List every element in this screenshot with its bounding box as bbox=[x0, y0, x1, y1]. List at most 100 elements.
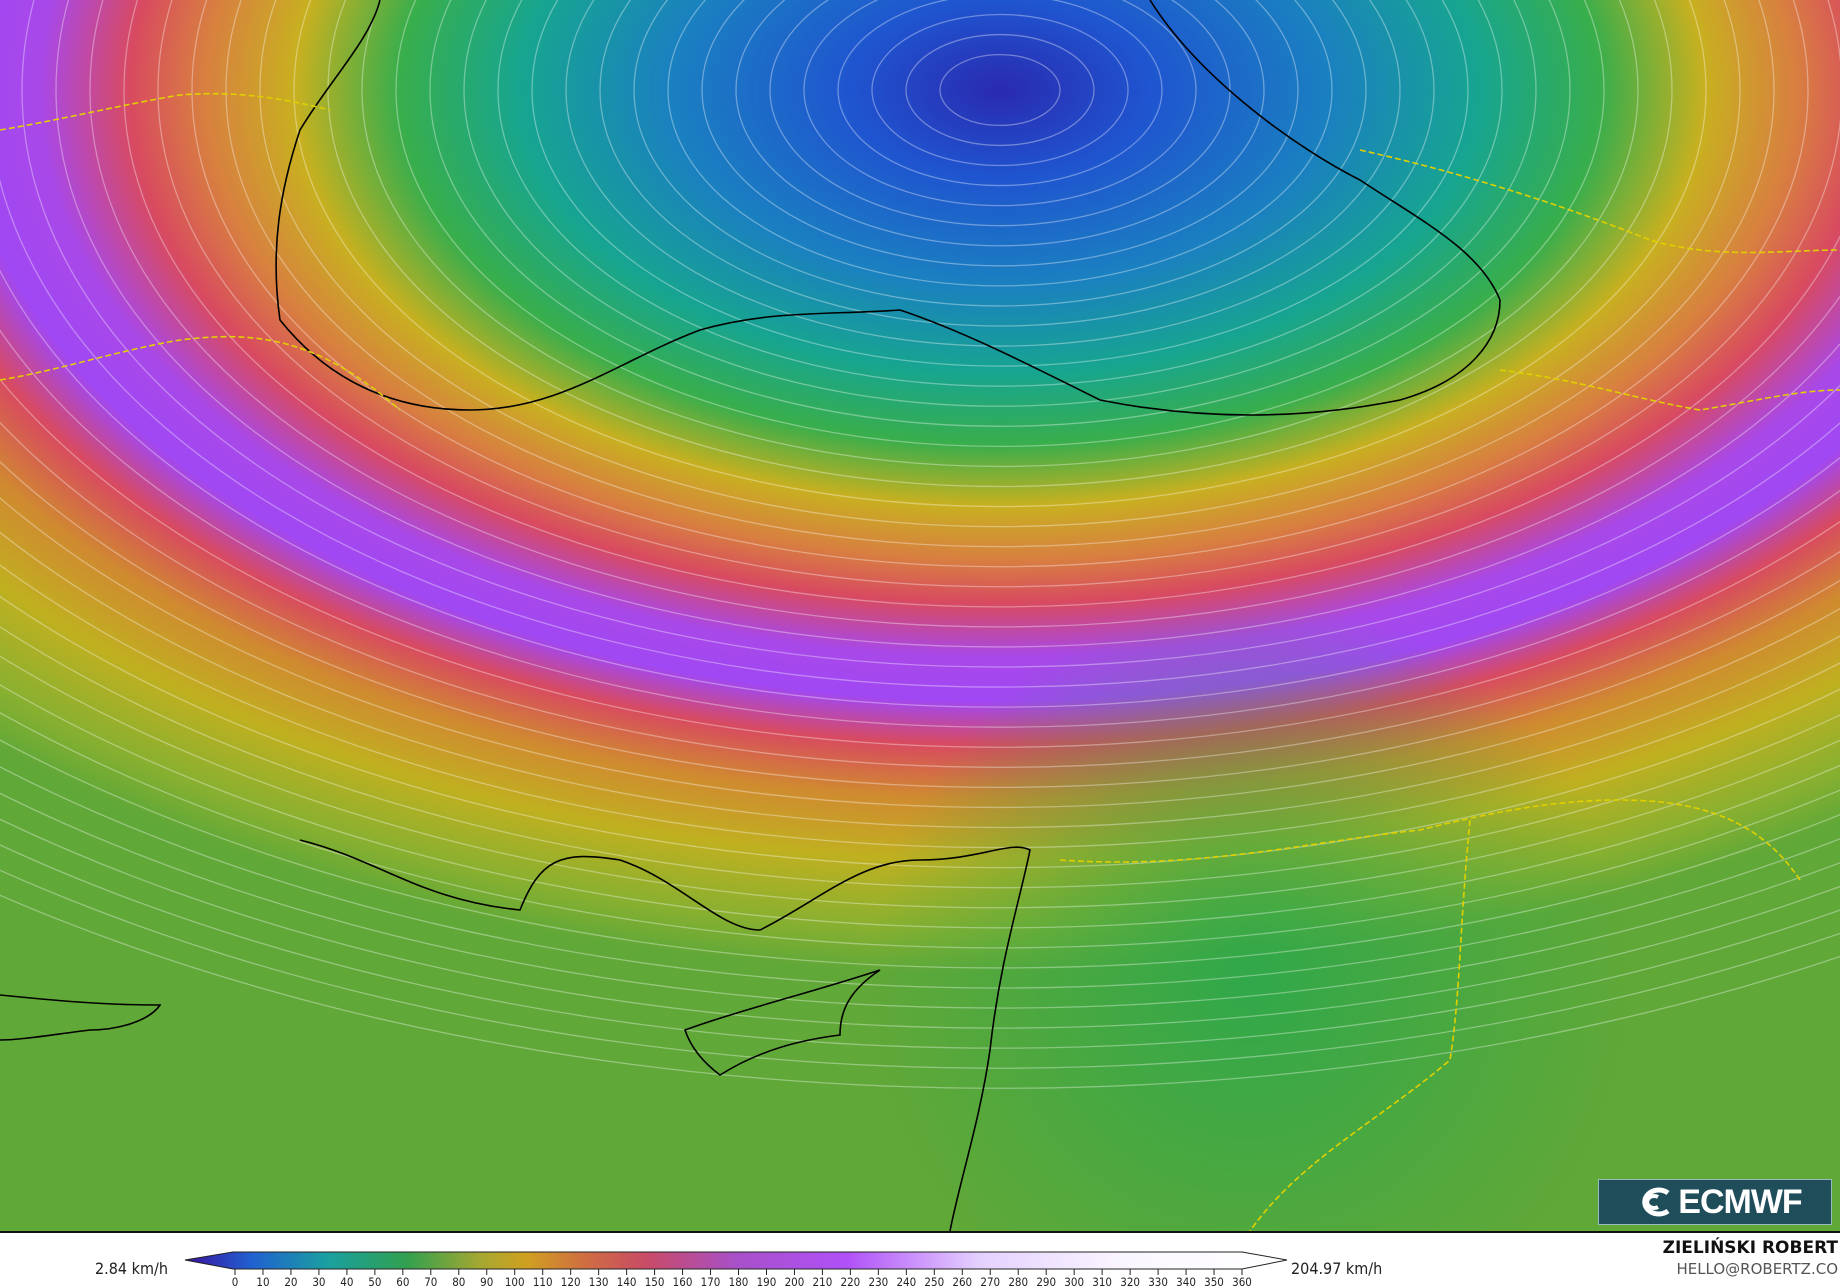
streamline bbox=[0, 0, 1840, 1008]
colorbar-tick-label: 350 bbox=[1204, 1275, 1224, 1288]
streamline bbox=[871, 13, 1129, 167]
colorbar-tick-label: 270 bbox=[980, 1275, 1000, 1288]
colorbar-tick-label: 70 bbox=[424, 1275, 437, 1288]
streamline bbox=[905, 33, 1095, 147]
streamline bbox=[0, 0, 1840, 1028]
colorbar-tick-label: 50 bbox=[368, 1275, 381, 1288]
colorbar-tick-label: 80 bbox=[452, 1275, 465, 1288]
streamline bbox=[701, 0, 1299, 267]
border-line bbox=[1499, 369, 1840, 411]
streamline bbox=[0, 0, 1840, 1088]
streamline bbox=[0, 0, 1840, 828]
streamline bbox=[497, 0, 1503, 387]
streamline bbox=[21, 0, 1840, 668]
colorbar-tick-label: 10 bbox=[256, 1275, 269, 1288]
colorbar-tick-label: 300 bbox=[1064, 1275, 1084, 1288]
colorbar-ticks: 0 10 20 30 40 50 60 70 80 90 100 110 120 130 140 150 160… bbox=[232, 1269, 1252, 1288]
streamline bbox=[0, 0, 1840, 727]
logo-text: ECMWF bbox=[1678, 1182, 1802, 1221]
turkey-south-coast bbox=[299, 839, 1031, 1231]
streamline bbox=[0, 0, 1840, 767]
streamline bbox=[0, 0, 1840, 928]
border-line bbox=[0, 92, 331, 131]
streamline bbox=[565, 0, 1435, 347]
streamline bbox=[395, 0, 1605, 447]
colorbar-tick-label: 210 bbox=[813, 1275, 833, 1288]
streamline bbox=[327, 0, 1673, 488]
author-name: ZIELIŃSKI ROBERT bbox=[1662, 1238, 1838, 1258]
colorbar-min-label: 2.84 km/h bbox=[95, 1259, 168, 1278]
wind-field-southeast bbox=[0, 0, 1840, 1231]
colorbar-tick-label: 250 bbox=[924, 1275, 944, 1288]
streamline bbox=[463, 0, 1537, 407]
colorbar-tick-label: 320 bbox=[1120, 1275, 1140, 1288]
black-sea-coast bbox=[275, 0, 1501, 416]
streamline bbox=[0, 0, 1840, 948]
colorbar-tick-label: 290 bbox=[1036, 1275, 1056, 1288]
colorbar-tick-label: 260 bbox=[952, 1275, 972, 1288]
streamline bbox=[803, 0, 1197, 207]
colorbar-tick-label: 170 bbox=[701, 1275, 721, 1288]
streamline bbox=[0, 0, 1840, 908]
colorbar-tick-label: 140 bbox=[617, 1275, 637, 1288]
streamline bbox=[667, 0, 1333, 287]
colorbar-tick-label: 200 bbox=[785, 1275, 805, 1288]
ecmwf-logo-icon bbox=[1642, 1187, 1670, 1217]
colorbar-tick-label: 0 bbox=[232, 1275, 239, 1288]
streamline bbox=[0, 0, 1840, 807]
colorbar-max-label: 204.97 km/h bbox=[1291, 1259, 1383, 1278]
streamline bbox=[89, 0, 1840, 628]
colorbar-tick-label: 40 bbox=[340, 1275, 353, 1288]
streamline bbox=[0, 0, 1840, 988]
coastlines bbox=[0, 0, 1501, 1231]
streamline bbox=[633, 0, 1367, 307]
colorbar-tick-label: 280 bbox=[1008, 1275, 1028, 1288]
colorbar-tick-label: 130 bbox=[589, 1275, 609, 1288]
streamline bbox=[191, 0, 1809, 568]
colorbar-tick-label: 20 bbox=[284, 1275, 297, 1288]
colorbar-tick-label: 180 bbox=[729, 1275, 749, 1288]
streamline bbox=[225, 0, 1775, 548]
credit: ZIELIŃSKI ROBERT HELLO@ROBERTZ.CO bbox=[1663, 1238, 1838, 1278]
author-email: HELLO@ROBERTZ.CO bbox=[1676, 1260, 1838, 1278]
streamline bbox=[259, 0, 1741, 528]
colorbar-tick-label: 240 bbox=[896, 1275, 916, 1288]
streamline bbox=[735, 0, 1265, 247]
streamline bbox=[939, 53, 1061, 127]
streamline bbox=[599, 0, 1401, 327]
colorbar-tick-label: 340 bbox=[1176, 1275, 1196, 1288]
streamline bbox=[0, 0, 1840, 787]
colorbar-tick-label: 230 bbox=[868, 1275, 888, 1288]
border-line bbox=[1059, 799, 1801, 881]
colorbar-tick-label: 160 bbox=[673, 1275, 693, 1288]
colorbar-tick-label: 360 bbox=[1232, 1275, 1252, 1288]
streamline bbox=[157, 0, 1840, 588]
colorbar-tick-label: 110 bbox=[533, 1275, 553, 1288]
streamline bbox=[0, 0, 1840, 747]
colorbar: 0 10 20 30 40 50 60 70 80 90 100 110 120 130 140 150 160… bbox=[184, 1251, 1288, 1288]
streamline bbox=[123, 0, 1840, 608]
streamline bbox=[293, 0, 1707, 508]
ecmwf-logo: ECMWF bbox=[1598, 1179, 1832, 1225]
colorbar-tick-label: 220 bbox=[841, 1275, 861, 1288]
country-borders bbox=[0, 92, 1840, 1231]
streamline bbox=[55, 0, 1840, 648]
streamline bbox=[0, 0, 1840, 968]
wind-speed-map[interactable] bbox=[0, 0, 1840, 1233]
streamline bbox=[0, 0, 1840, 707]
streamline bbox=[837, 0, 1163, 187]
colorbar-tick-label: 60 bbox=[396, 1275, 409, 1288]
colorbar-tick-label: 190 bbox=[757, 1275, 777, 1288]
border-line bbox=[0, 335, 401, 411]
crete-coast bbox=[0, 994, 162, 1041]
streamline bbox=[0, 0, 1840, 848]
colorbar-tick-label: 150 bbox=[645, 1275, 665, 1288]
colorbar-tick-label: 100 bbox=[505, 1275, 525, 1288]
streamline bbox=[0, 0, 1840, 1068]
colorbar-tick-label: 310 bbox=[1092, 1275, 1112, 1288]
streamline bbox=[0, 0, 1840, 687]
border-line bbox=[1249, 819, 1471, 1231]
cyprus-coast bbox=[683, 969, 881, 1076]
colorbar-tick-label: 120 bbox=[561, 1275, 581, 1288]
streamline bbox=[531, 0, 1469, 367]
